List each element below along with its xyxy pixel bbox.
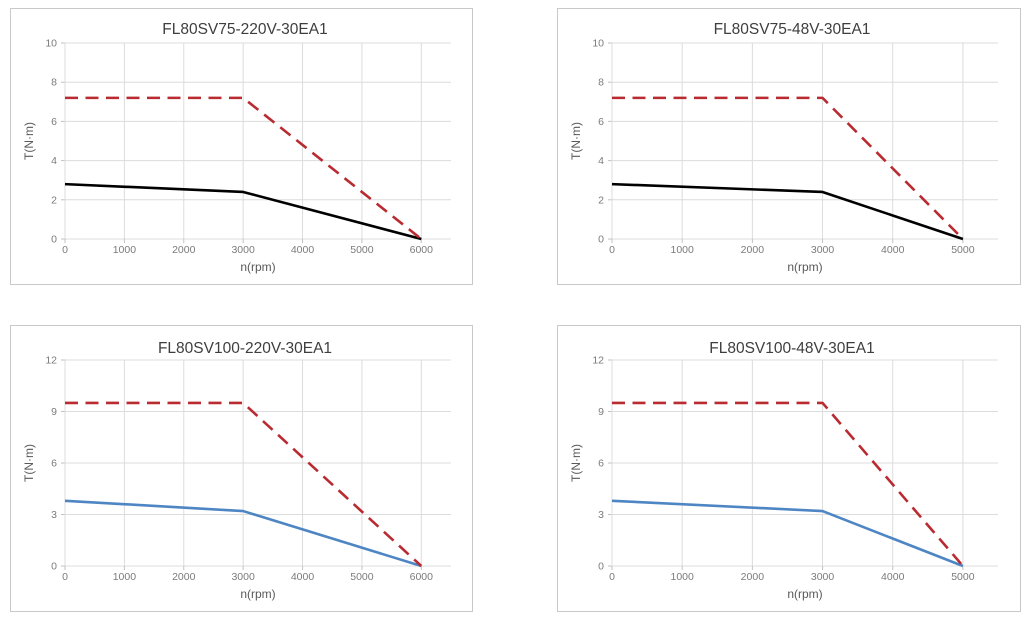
chart-title: FL80SV75-220V-30EA1 [162, 21, 327, 38]
y-axis-title: T(N·m) [22, 122, 36, 160]
rated-torque-line [64, 499, 422, 568]
x-tick-label: 3000 [811, 571, 835, 583]
chart-panel-fl80sv75-220v: 0 2 4 6 8 10 0 1000 2000 3000 4000 5000 6000 FL80SV7… [10, 8, 473, 285]
x-tick-label: 2000 [172, 571, 196, 583]
y-tick-label: 12 [592, 355, 604, 367]
y-tick-label: 8 [598, 77, 604, 89]
x-tick-label: 6000 [410, 571, 434, 583]
x-tick-label: 5000 [350, 244, 374, 256]
y-tick-label: 2 [598, 194, 604, 206]
x-tick-label: 0 [609, 244, 615, 256]
x-axis-title: n(rpm) [240, 587, 275, 601]
torque-speed-chart: 0 2 4 6 8 10 0 1000 2000 3000 4000 5000 FL80SV75-48… [569, 21, 998, 274]
y-tick-label: 6 [51, 116, 57, 128]
y-tick-label: 0 [51, 234, 57, 246]
y-tick-label: 0 [598, 561, 604, 573]
y-axis-title: T(N·m) [22, 444, 36, 482]
y-tick-label: 0 [51, 561, 57, 573]
peak-torque-line [612, 401, 964, 567]
y-tick-label: 9 [51, 406, 57, 418]
x-tick-label: 4000 [881, 244, 905, 256]
torque-speed-chart: 0 3 6 9 12 0 1000 2000 3000 4000 5000 6000 FL80SV10… [22, 340, 451, 601]
x-tick-label: 3000 [231, 571, 255, 583]
x-tick-label: 4000 [291, 571, 315, 583]
x-tick-label: 0 [62, 571, 68, 583]
torque-speed-chart: 0 3 6 9 12 0 1000 2000 3000 4000 5000 FL80SV100-48… [569, 340, 998, 601]
y-axis-title: T(N·m) [569, 444, 583, 482]
x-axis-title: n(rpm) [240, 260, 275, 274]
x-axis-title: n(rpm) [787, 260, 822, 274]
x-tick-label: 1000 [671, 571, 695, 583]
chart-panel-fl80sv75-48v: 0 2 4 6 8 10 0 1000 2000 3000 4000 5000 FL80SV75-48… [557, 8, 1021, 285]
peak-torque-line [612, 96, 964, 240]
x-tick-label: 5000 [350, 571, 374, 583]
y-tick-label: 3 [598, 509, 604, 521]
y-tick-label: 2 [51, 194, 57, 206]
x-tick-label: 5000 [951, 244, 975, 256]
x-tick-label: 5000 [951, 571, 975, 583]
y-tick-label: 3 [51, 509, 57, 521]
chart-panel-fl80sv100-48v: 0 3 6 9 12 0 1000 2000 3000 4000 5000 FL80SV100-48… [557, 325, 1021, 612]
x-tick-label: 1000 [671, 244, 695, 256]
rated-torque-line [64, 182, 422, 241]
y-tick-label: 9 [598, 406, 604, 418]
peak-torque-line [65, 96, 423, 241]
y-axis-title: T(N·m) [569, 122, 583, 160]
x-tick-label: 0 [609, 571, 615, 583]
x-tick-label: 1000 [113, 571, 137, 583]
chart-panel-fl80sv100-220v: 0 3 6 9 12 0 1000 2000 3000 4000 5000 6000 FL80SV10… [10, 325, 473, 612]
chart-title: FL80SV100-48V-30EA1 [709, 340, 874, 357]
x-tick-label: 4000 [291, 244, 315, 256]
x-tick-label: 2000 [172, 244, 196, 256]
chart-title: FL80SV75-48V-30EA1 [714, 21, 871, 38]
rated-torque-line [611, 499, 964, 568]
y-tick-label: 0 [598, 234, 604, 246]
y-tick-label: 4 [51, 155, 57, 167]
y-tick-label: 12 [45, 355, 57, 367]
y-tick-label: 10 [592, 38, 604, 50]
x-tick-label: 2000 [741, 244, 765, 256]
x-axis-title: n(rpm) [787, 587, 822, 601]
x-tick-label: 1000 [113, 244, 137, 256]
torque-speed-chart: 0 2 4 6 8 10 0 1000 2000 3000 4000 5000 6000 FL80SV7… [22, 21, 451, 274]
chart-title: FL80SV100-220V-30EA1 [158, 340, 332, 357]
y-tick-label: 10 [45, 38, 57, 50]
y-tick-label: 6 [51, 458, 57, 470]
y-tick-label: 8 [51, 77, 57, 89]
y-tick-label: 6 [598, 116, 604, 128]
x-tick-label: 0 [62, 244, 68, 256]
y-tick-label: 6 [598, 458, 604, 470]
x-tick-label: 3000 [231, 244, 255, 256]
rated-torque-line [611, 182, 964, 241]
y-tick-label: 4 [598, 155, 604, 167]
x-tick-label: 6000 [410, 244, 434, 256]
peak-torque-line [65, 401, 423, 567]
x-tick-label: 2000 [741, 571, 765, 583]
x-tick-label: 3000 [811, 244, 835, 256]
x-tick-label: 4000 [881, 571, 905, 583]
